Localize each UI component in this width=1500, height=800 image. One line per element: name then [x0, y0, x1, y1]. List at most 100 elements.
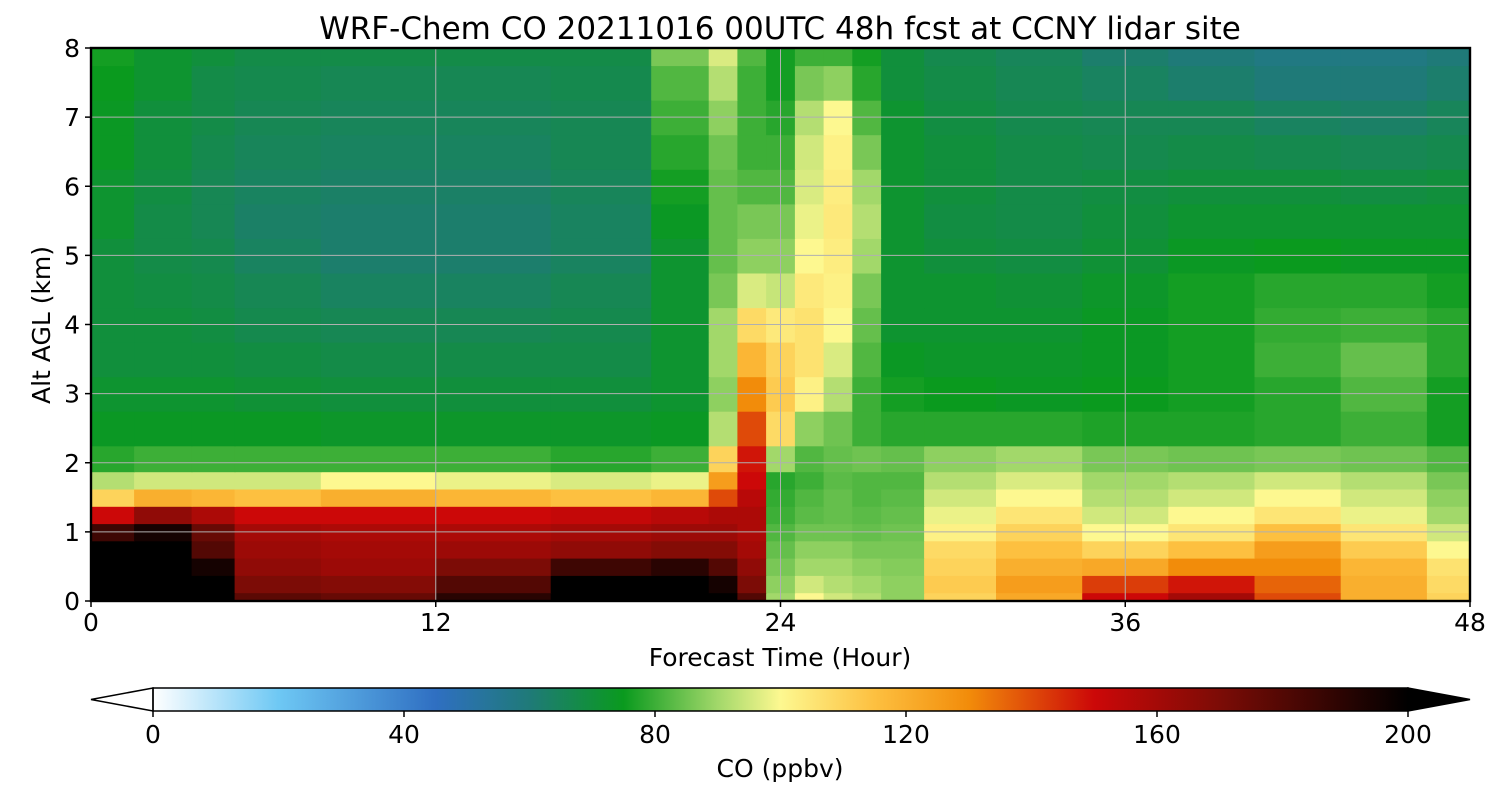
- heatmap-cell: [91, 134, 135, 170]
- heatmap-cell: [996, 134, 1083, 170]
- heatmap-cell: [881, 445, 925, 473]
- heatmap-cell: [134, 557, 193, 576]
- heatmap-cell: [320, 410, 437, 447]
- heatmap-cell: [134, 48, 193, 67]
- heatmap-cell: [1426, 203, 1470, 239]
- heatmap-cell: [234, 488, 322, 507]
- heatmap-cell: [737, 592, 767, 601]
- heatmap-cell: [134, 410, 193, 447]
- heatmap-cell: [794, 592, 825, 601]
- y-axis-label: Alt AGL (km): [27, 246, 56, 404]
- heatmap-cell: [91, 341, 135, 378]
- heatmap-cell: [1426, 471, 1470, 490]
- heatmap-cell: [1426, 410, 1470, 447]
- heatmap-cell: [996, 410, 1083, 447]
- heatmap-cell: [823, 134, 854, 170]
- heatmap-cell: [134, 471, 193, 490]
- heatmap-cell: [852, 488, 882, 507]
- heatmap-cell: [1168, 410, 1256, 447]
- heatmap-cell: [1168, 575, 1256, 594]
- heatmap-cell: [794, 557, 825, 576]
- colorbar: 0 40 80 120 160 200: [90, 687, 1471, 749]
- x-axis-label: Forecast Time (Hour): [649, 643, 912, 672]
- heatmap-cell: [881, 557, 925, 576]
- colorbar-tick-label: 0: [145, 720, 161, 749]
- heatmap-cell: [1426, 48, 1470, 67]
- heatmap-cell: [1426, 592, 1470, 601]
- heatmap-cell: [852, 540, 882, 559]
- heatmap-cell: [924, 592, 997, 601]
- heatmap-cell: [191, 445, 236, 473]
- heatmap-cell: [852, 445, 882, 473]
- heatmap-cell: [234, 48, 322, 67]
- heatmap-cell: [651, 134, 710, 170]
- colorbar-extend-min: [90, 687, 154, 712]
- heatmap-cell: [823, 203, 854, 239]
- heatmap-cell: [1426, 575, 1470, 594]
- heatmap-cell: [737, 488, 767, 507]
- heatmap-cell: [651, 575, 710, 594]
- heatmap-cell: [435, 445, 552, 473]
- heatmap-cell: [881, 48, 925, 67]
- heatmap-cell: [1168, 445, 1256, 473]
- heatmap-cell: [320, 471, 437, 490]
- heatmap-cell: [1426, 557, 1470, 576]
- heatmap-cell: [191, 341, 236, 378]
- heatmap-cell: [1168, 341, 1256, 378]
- heatmap-cell: [1254, 134, 1342, 170]
- heatmap-cell: [91, 48, 135, 67]
- heatmap-cell: [881, 592, 925, 601]
- heatmap-cell: [134, 65, 193, 101]
- heatmap-cell: [1254, 48, 1342, 67]
- y-tick-label: 3: [64, 380, 80, 409]
- heatmap-cell: [924, 272, 997, 309]
- heatmap-cell: [823, 506, 854, 525]
- heatmap-cell: [996, 557, 1083, 576]
- heatmap-cell: [1254, 540, 1342, 559]
- heatmap-cell: [651, 445, 710, 473]
- heatmap-cell: [191, 506, 236, 525]
- heatmap-cell: [1340, 540, 1428, 559]
- heatmap-cell: [1254, 445, 1342, 473]
- heatmap-cell: [651, 410, 710, 447]
- heatmap-cell: [435, 488, 552, 507]
- heatmap-cell: [191, 134, 236, 170]
- heatmap-cell: [852, 471, 882, 490]
- heatmap-cell: [823, 272, 854, 309]
- heatmap-cell: [737, 48, 767, 67]
- heatmap-cell: [996, 488, 1083, 507]
- heatmap-cell: [1254, 410, 1342, 447]
- heatmap-cell: [234, 410, 322, 447]
- heatmap-cell: [1254, 488, 1342, 507]
- heatmap-cell: [1340, 410, 1428, 447]
- heatmap-cell: [881, 575, 925, 594]
- heatmap-cell: [651, 592, 710, 601]
- colorbar-gradient: [153, 688, 1408, 711]
- heatmap-cell: [234, 506, 322, 525]
- heatmap-cell: [1340, 48, 1428, 67]
- heatmap-cell: [91, 65, 135, 101]
- heatmap-cell: [550, 341, 653, 378]
- heatmap-cell: [550, 540, 653, 559]
- heatmap-cell: [91, 410, 135, 447]
- heatmap-cell: [651, 341, 710, 378]
- x-tick-label: 0: [83, 608, 99, 637]
- heatmap-cell: [191, 48, 236, 67]
- heatmap-field: [91, 48, 1470, 601]
- heatmap-cell: [881, 488, 925, 507]
- heatmap-cell: [924, 410, 997, 447]
- heatmap-cell: [435, 557, 552, 576]
- heatmap-cell: [737, 272, 767, 309]
- heatmap-cell: [708, 134, 739, 170]
- heatmap-cell: [794, 506, 825, 525]
- heatmap-cell: [852, 557, 882, 576]
- heatmap-cell: [737, 575, 767, 594]
- heatmap-cell: [996, 65, 1083, 101]
- heatmap-cell: [881, 410, 925, 447]
- heatmap-cell: [191, 65, 236, 101]
- heatmap-cell: [708, 272, 739, 309]
- heatmap-cell: [924, 48, 997, 67]
- heatmap-cell: [191, 410, 236, 447]
- heatmap-cell: [91, 488, 135, 507]
- heatmap-cell: [996, 341, 1083, 378]
